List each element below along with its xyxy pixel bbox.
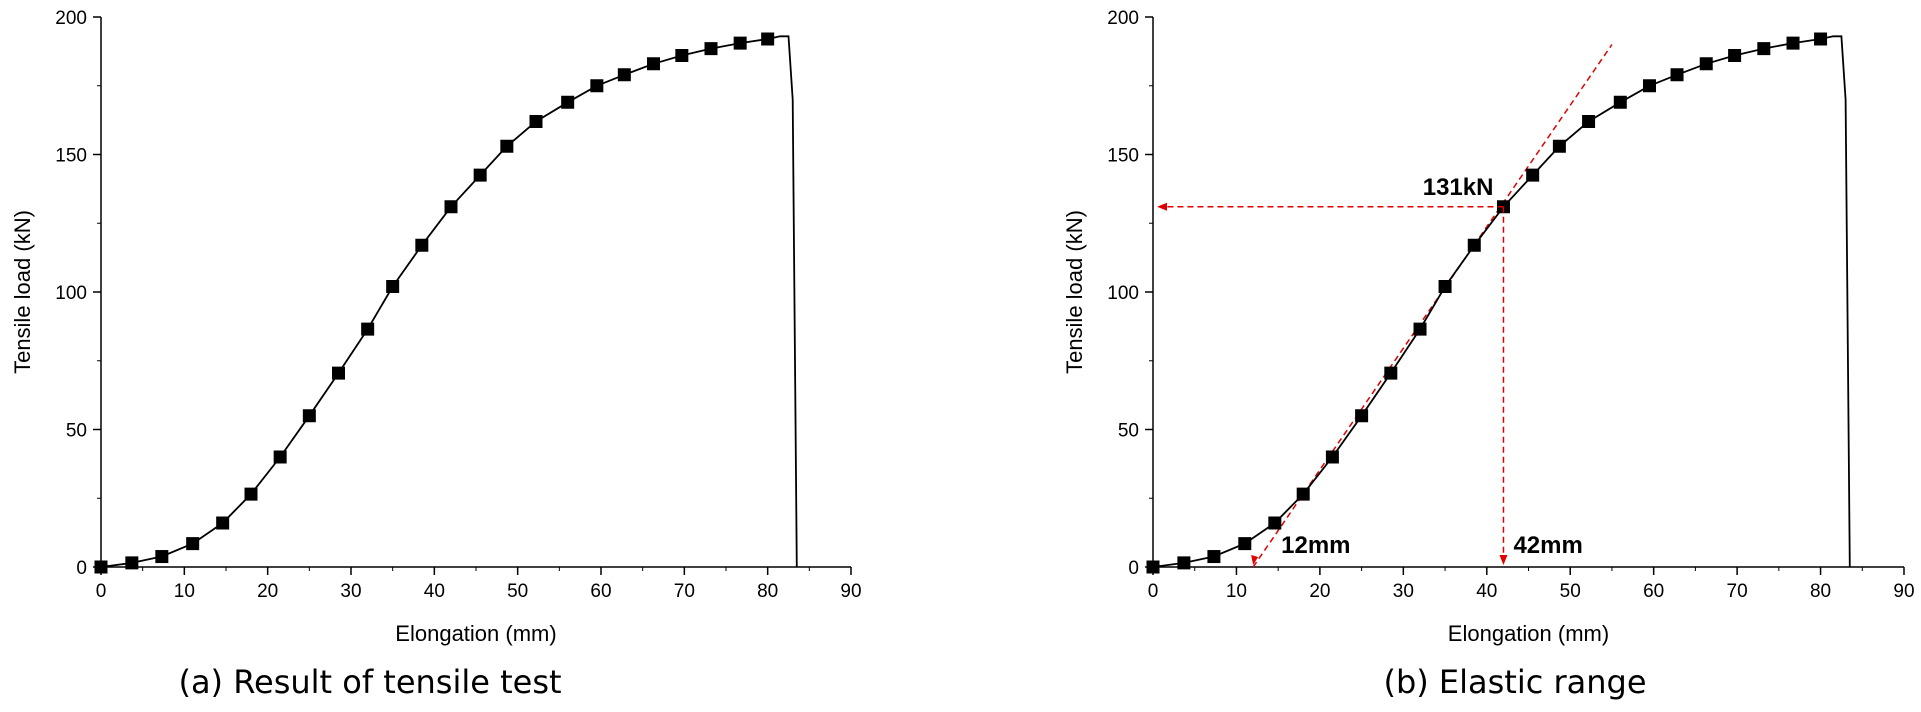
- y-tick-label: 0: [76, 558, 87, 579]
- y-tick-label: 150: [1107, 146, 1139, 167]
- elongation-arrow-head: [1499, 555, 1508, 565]
- data-point-marker: [561, 95, 575, 109]
- data-point-marker: [1642, 79, 1656, 93]
- data-point-marker: [529, 115, 543, 128]
- data-point-marker: [1728, 49, 1742, 62]
- data-point-marker: [1670, 68, 1684, 82]
- data-point-marker: [273, 450, 287, 464]
- x-tick-label: 20: [257, 581, 278, 602]
- data-point-marker: [125, 556, 139, 570]
- data-point-marker: [473, 168, 487, 182]
- data-point-marker: [1552, 139, 1566, 153]
- x-tick-label: 80: [757, 581, 778, 602]
- data-point-marker: [1786, 36, 1800, 50]
- x-tick-label: 0: [1148, 581, 1159, 602]
- x-tick-label: 90: [1893, 581, 1914, 602]
- data-point-marker: [647, 57, 660, 71]
- data-point-marker: [1296, 487, 1310, 501]
- y-axis-title: Tensile load (kN): [10, 210, 35, 374]
- data-point-marker: [1613, 95, 1627, 109]
- data-point-marker: [1757, 42, 1771, 56]
- intercept-arrow-head: [1251, 555, 1259, 565]
- data-point-marker: [386, 280, 400, 293]
- elastic-fit-line: [1252, 44, 1613, 568]
- data-point-marker: [1814, 32, 1828, 46]
- data-point-marker: [244, 487, 258, 501]
- data-point-marker: [186, 537, 200, 551]
- x-tick-label: 80: [1810, 581, 1831, 602]
- data-point-marker: [1526, 168, 1540, 182]
- x-axis-title: Elongation (mm): [395, 621, 556, 646]
- x-tick-label: 70: [1727, 581, 1748, 602]
- y-tick-label: 0: [1128, 558, 1139, 579]
- x-tick-label: 50: [1560, 581, 1581, 602]
- data-point-marker: [1207, 550, 1221, 564]
- y-tick-label: 150: [55, 146, 87, 167]
- figure-caption: (b) Elastic range: [1383, 663, 1646, 701]
- data-point-marker: [1413, 322, 1427, 336]
- data-point-marker: [704, 42, 718, 56]
- annotation-elastic-limit: 42mm: [1513, 532, 1582, 559]
- x-tick-label: 90: [840, 581, 861, 602]
- chart-tensile-test: 0 10 20 30 40 50 60 70 80 90 0 50 100 150 200 Elongatio…: [10, 8, 862, 701]
- x-axis-title: Elongation (mm): [1448, 621, 1609, 646]
- data-point-marker: [590, 79, 604, 93]
- annotation-peak-load: 131kN: [1423, 174, 1494, 201]
- y-axis-title: Tensile load (kN): [1062, 210, 1087, 374]
- y-tick-label: 100: [1107, 283, 1139, 304]
- x-tick-label: 30: [340, 581, 361, 602]
- x-tick-label: 60: [590, 581, 611, 602]
- figure-caption: (a) Result of tensile test: [178, 663, 561, 701]
- data-point-marker: [361, 322, 375, 336]
- series-line: [100, 35, 798, 568]
- x-tick-label: 0: [96, 581, 107, 602]
- x-tick-label: 40: [1476, 581, 1497, 602]
- chart-elastic-range: 0 10 20 30 40 50 60 70 80 90 0 50 100 150 200 Elongatio…: [1062, 8, 1915, 701]
- data-point-marker: [155, 550, 169, 564]
- data-point-marker: [1177, 556, 1191, 570]
- data-point-marker: [500, 139, 514, 153]
- data-point-marker: [761, 32, 775, 46]
- data-point-marker: [1238, 537, 1252, 551]
- data-point-marker: [332, 366, 345, 380]
- data-point-marker: [1467, 238, 1481, 252]
- data-point-marker: [302, 409, 316, 423]
- x-tick-label: 40: [424, 581, 445, 602]
- data-point-marker: [1268, 516, 1282, 530]
- data-point-marker: [1384, 366, 1398, 380]
- x-tick-label: 10: [174, 581, 195, 602]
- x-tick-label: 50: [507, 581, 528, 602]
- y-tick-label: 100: [55, 283, 87, 304]
- data-point-marker: [1582, 115, 1596, 128]
- data-point-marker: [1355, 409, 1369, 423]
- x-tick-label: 70: [674, 581, 695, 602]
- data-point-marker: [1438, 280, 1452, 293]
- series-line: [1152, 35, 1851, 568]
- x-tick-label: 30: [1393, 581, 1414, 602]
- load-arrow-head: [1157, 202, 1167, 211]
- data-point-marker: [94, 560, 108, 574]
- x-tick-label: 60: [1643, 581, 1664, 602]
- annotation-intercept: 12mm: [1281, 532, 1350, 559]
- data-point-marker: [1325, 450, 1339, 464]
- y-tick-label: 50: [66, 421, 87, 442]
- data-point-marker: [675, 49, 689, 62]
- y-tick-label: 200: [55, 8, 87, 29]
- x-tick-label: 10: [1226, 581, 1247, 602]
- data-point-marker: [1146, 560, 1160, 574]
- data-point-marker: [733, 36, 747, 50]
- data-point-marker: [216, 516, 230, 530]
- y-tick-label: 50: [1118, 421, 1139, 442]
- data-point-marker: [444, 200, 458, 214]
- data-point-marker: [617, 68, 631, 82]
- y-tick-label: 200: [1107, 8, 1139, 29]
- x-tick-label: 20: [1309, 581, 1330, 602]
- data-point-marker: [415, 238, 429, 252]
- data-point-marker: [1699, 57, 1713, 71]
